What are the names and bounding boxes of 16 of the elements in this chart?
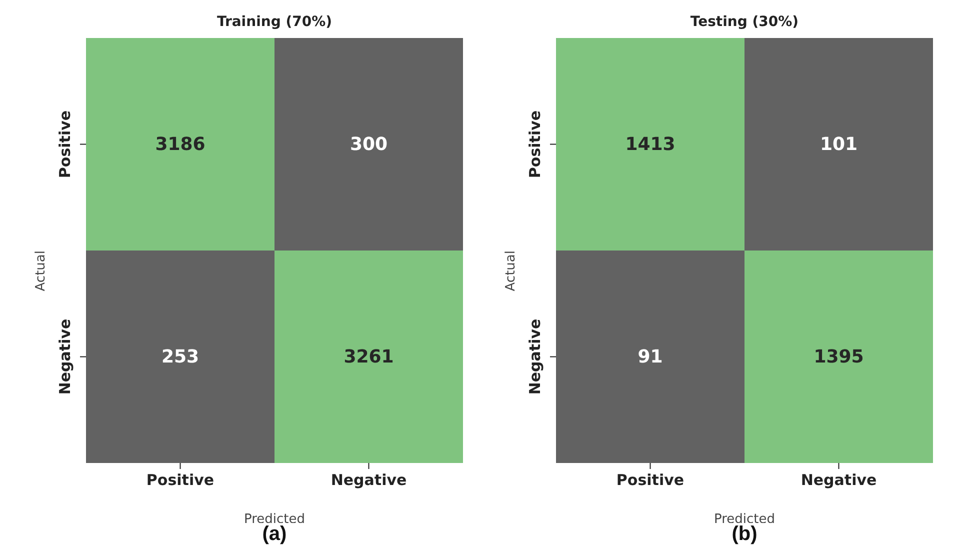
y-axis-title: Actual bbox=[504, 250, 519, 292]
chart-title: Training (70%) bbox=[216, 14, 334, 30]
data-label: 3186 bbox=[155, 134, 206, 155]
data-label: 253 bbox=[161, 346, 200, 368]
x-tick-label: Positive bbox=[146, 471, 214, 489]
chart-title: Testing (30%) bbox=[689, 14, 800, 30]
data-label: 101 bbox=[820, 134, 858, 155]
x-tick-label: Negative bbox=[800, 471, 877, 489]
data-label: 91 bbox=[638, 346, 663, 368]
data-label: 1395 bbox=[814, 346, 864, 368]
data-label: 300 bbox=[350, 134, 388, 155]
x-tick-label: Negative bbox=[330, 471, 407, 489]
data-label: 3261 bbox=[344, 346, 394, 368]
x-tick-label: Positive bbox=[616, 471, 684, 489]
data-label: 1413 bbox=[625, 134, 676, 155]
y-axis-title: Actual bbox=[34, 250, 49, 292]
